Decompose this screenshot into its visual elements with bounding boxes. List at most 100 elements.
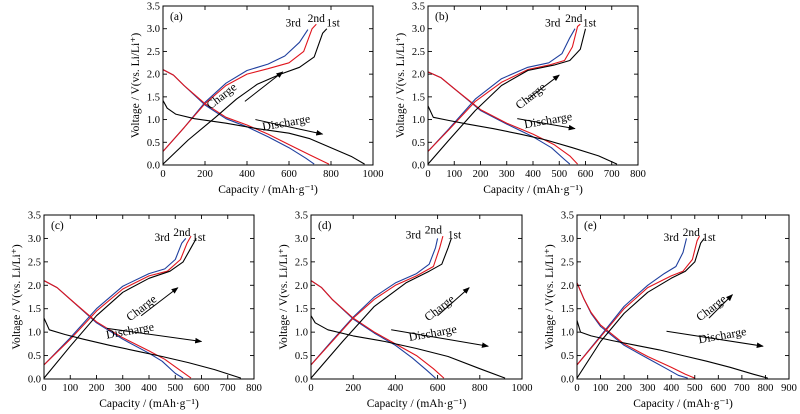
- panel-label: (b): [435, 11, 449, 23]
- y-tick-label: 1.0: [147, 115, 160, 126]
- x-axis-label: Capacity / (mAh·g⁻¹): [218, 184, 318, 196]
- series-2nd-charge-line: [428, 23, 581, 152]
- y-axis-label: Voltage / V(vs. Li/Li⁺): [130, 33, 142, 138]
- series-label-1st: 1st: [326, 17, 340, 29]
- x-tick-label: 0: [574, 383, 579, 394]
- x-axis-label: Capacity / (mAh·g⁻¹): [633, 398, 733, 410]
- y-tick-label: 2.0: [295, 281, 308, 292]
- x-tick-label: 800: [323, 169, 339, 180]
- annotation-discharge: Discharge: [105, 319, 155, 341]
- series-2nd-charge-line: [311, 235, 444, 366]
- x-tick-label: 500: [687, 383, 703, 394]
- x-tick-label: 500: [551, 169, 567, 180]
- y-tick-label: 2.5: [28, 257, 41, 268]
- x-tick-label: 100: [62, 383, 78, 394]
- y-tick-label: 3.0: [28, 234, 41, 245]
- y-tick-label: 1.5: [147, 92, 160, 103]
- x-tick-label: 400: [663, 383, 679, 394]
- x-tick-label: 700: [604, 169, 620, 180]
- y-axis-label: Voltage / V(vs. Li/Li⁺): [278, 244, 290, 349]
- series-1st-charge-line: [577, 238, 705, 379]
- series-label-3rd: 3rd: [664, 232, 680, 244]
- annotation-charge: Charge: [513, 80, 549, 112]
- x-tick-label: 0: [160, 169, 165, 180]
- y-tick-label: 3.0: [561, 234, 574, 245]
- series-label-1st: 1st: [583, 17, 597, 29]
- series-1st-discharge-line: [577, 320, 768, 379]
- discharge-arrow: [666, 330, 764, 349]
- series-1st-discharge-line: [428, 105, 618, 165]
- y-tick-label: 3.0: [412, 24, 425, 35]
- plot-frame: [576, 214, 790, 380]
- x-tick-label: 100: [446, 169, 462, 180]
- x-tick-label: 800: [246, 383, 262, 394]
- y-tick-label: 2.0: [412, 70, 425, 81]
- series-label-3rd: 3rd: [286, 17, 302, 29]
- x-tick-label: 800: [758, 383, 774, 394]
- series-label-2nd: 2nd: [683, 227, 701, 239]
- series-label-2nd: 2nd: [173, 227, 191, 239]
- annotation-charge: Charge: [204, 80, 240, 112]
- series-label-2nd: 2nd: [425, 225, 443, 237]
- series-2nd-charge-line: [163, 23, 317, 152]
- plot-frame: [310, 214, 523, 380]
- panel-label: (d): [318, 220, 332, 232]
- x-tick-label: 1000: [363, 169, 384, 180]
- curves: [163, 23, 365, 165]
- series-1st-charge-line: [44, 238, 197, 379]
- annotation-charge: Charge: [693, 292, 729, 324]
- y-tick-label: 2.0: [561, 281, 574, 292]
- x-tick-label: 700: [734, 383, 750, 394]
- series-3rd-charge-line: [44, 238, 187, 366]
- x-tick-label: 200: [89, 383, 105, 394]
- chart-panel-a: 3rd 2nd 1st 0 200 400 600 800 1000 0.0 0.5 1.0 1.5 2.…: [130, 2, 384, 197]
- series-3rd-discharge-line: [577, 282, 688, 379]
- x-tick-label: 200: [616, 383, 632, 394]
- x-tick-label: 200: [197, 169, 213, 180]
- y-axis-label: Voltage / V(vs. Li/Li⁺): [11, 244, 23, 349]
- discharge-arrow: [517, 118, 576, 131]
- charge-arrow: [708, 294, 733, 319]
- series-3rd-charge-line: [311, 238, 439, 366]
- series-label-1st: 1st: [448, 229, 462, 241]
- y-tick-label: 2.0: [147, 70, 160, 81]
- x-tick-label: 0: [41, 383, 46, 394]
- y-tick-label: 2.5: [295, 257, 308, 268]
- x-tick-label: 800: [472, 383, 488, 394]
- y-tick-label: 3.5: [295, 211, 308, 222]
- y-tick-label: 0.5: [295, 351, 308, 362]
- panel-label: (e): [584, 220, 597, 232]
- x-tick-label: 600: [281, 169, 297, 180]
- series-2nd-discharge-line: [163, 69, 330, 165]
- series-1st-charge-line: [163, 28, 328, 165]
- x-tick-label: 600: [194, 383, 210, 394]
- x-tick-label: 200: [345, 383, 361, 394]
- chart-panel-c: 3rd 2nd 1st 0 100 200 300 400 500 600 700 800 0.0 0.5…: [11, 211, 262, 411]
- series-label-2nd: 2nd: [308, 13, 326, 25]
- x-axis-label: Capacity / (mAh·g⁻¹): [99, 398, 199, 410]
- y-tick-label: 3.5: [412, 2, 425, 13]
- x-tick-label: 300: [499, 169, 515, 180]
- y-tick-label: 1.0: [295, 328, 308, 339]
- y-axis-label: Voltage / V(vs. Li/Li⁺): [544, 244, 556, 349]
- annotation-discharge: Discharge: [408, 322, 458, 344]
- y-tick-label: 2.5: [412, 47, 425, 58]
- x-tick-label: 300: [640, 383, 656, 394]
- x-tick-label: 400: [525, 169, 541, 180]
- annotation-charge: Charge: [421, 292, 457, 324]
- panel-label: (c): [51, 220, 64, 232]
- charge-arrow: [244, 71, 284, 102]
- panel-label: (a): [170, 11, 183, 23]
- x-tick-label: 100: [593, 383, 609, 394]
- series-1st-charge-line: [428, 28, 587, 165]
- x-tick-label: 200: [473, 169, 489, 180]
- x-tick-label: 800: [630, 169, 646, 180]
- series-2nd-charge-line: [44, 235, 192, 366]
- discharge-arrow: [391, 329, 489, 348]
- y-tick-label: 1.5: [412, 92, 425, 103]
- x-tick-label: 700: [220, 383, 236, 394]
- y-tick-label: 3.5: [28, 211, 41, 222]
- y-tick-label: 0.5: [28, 351, 41, 362]
- x-tick-label: 600: [710, 383, 726, 394]
- y-tick-label: 2.5: [147, 47, 160, 58]
